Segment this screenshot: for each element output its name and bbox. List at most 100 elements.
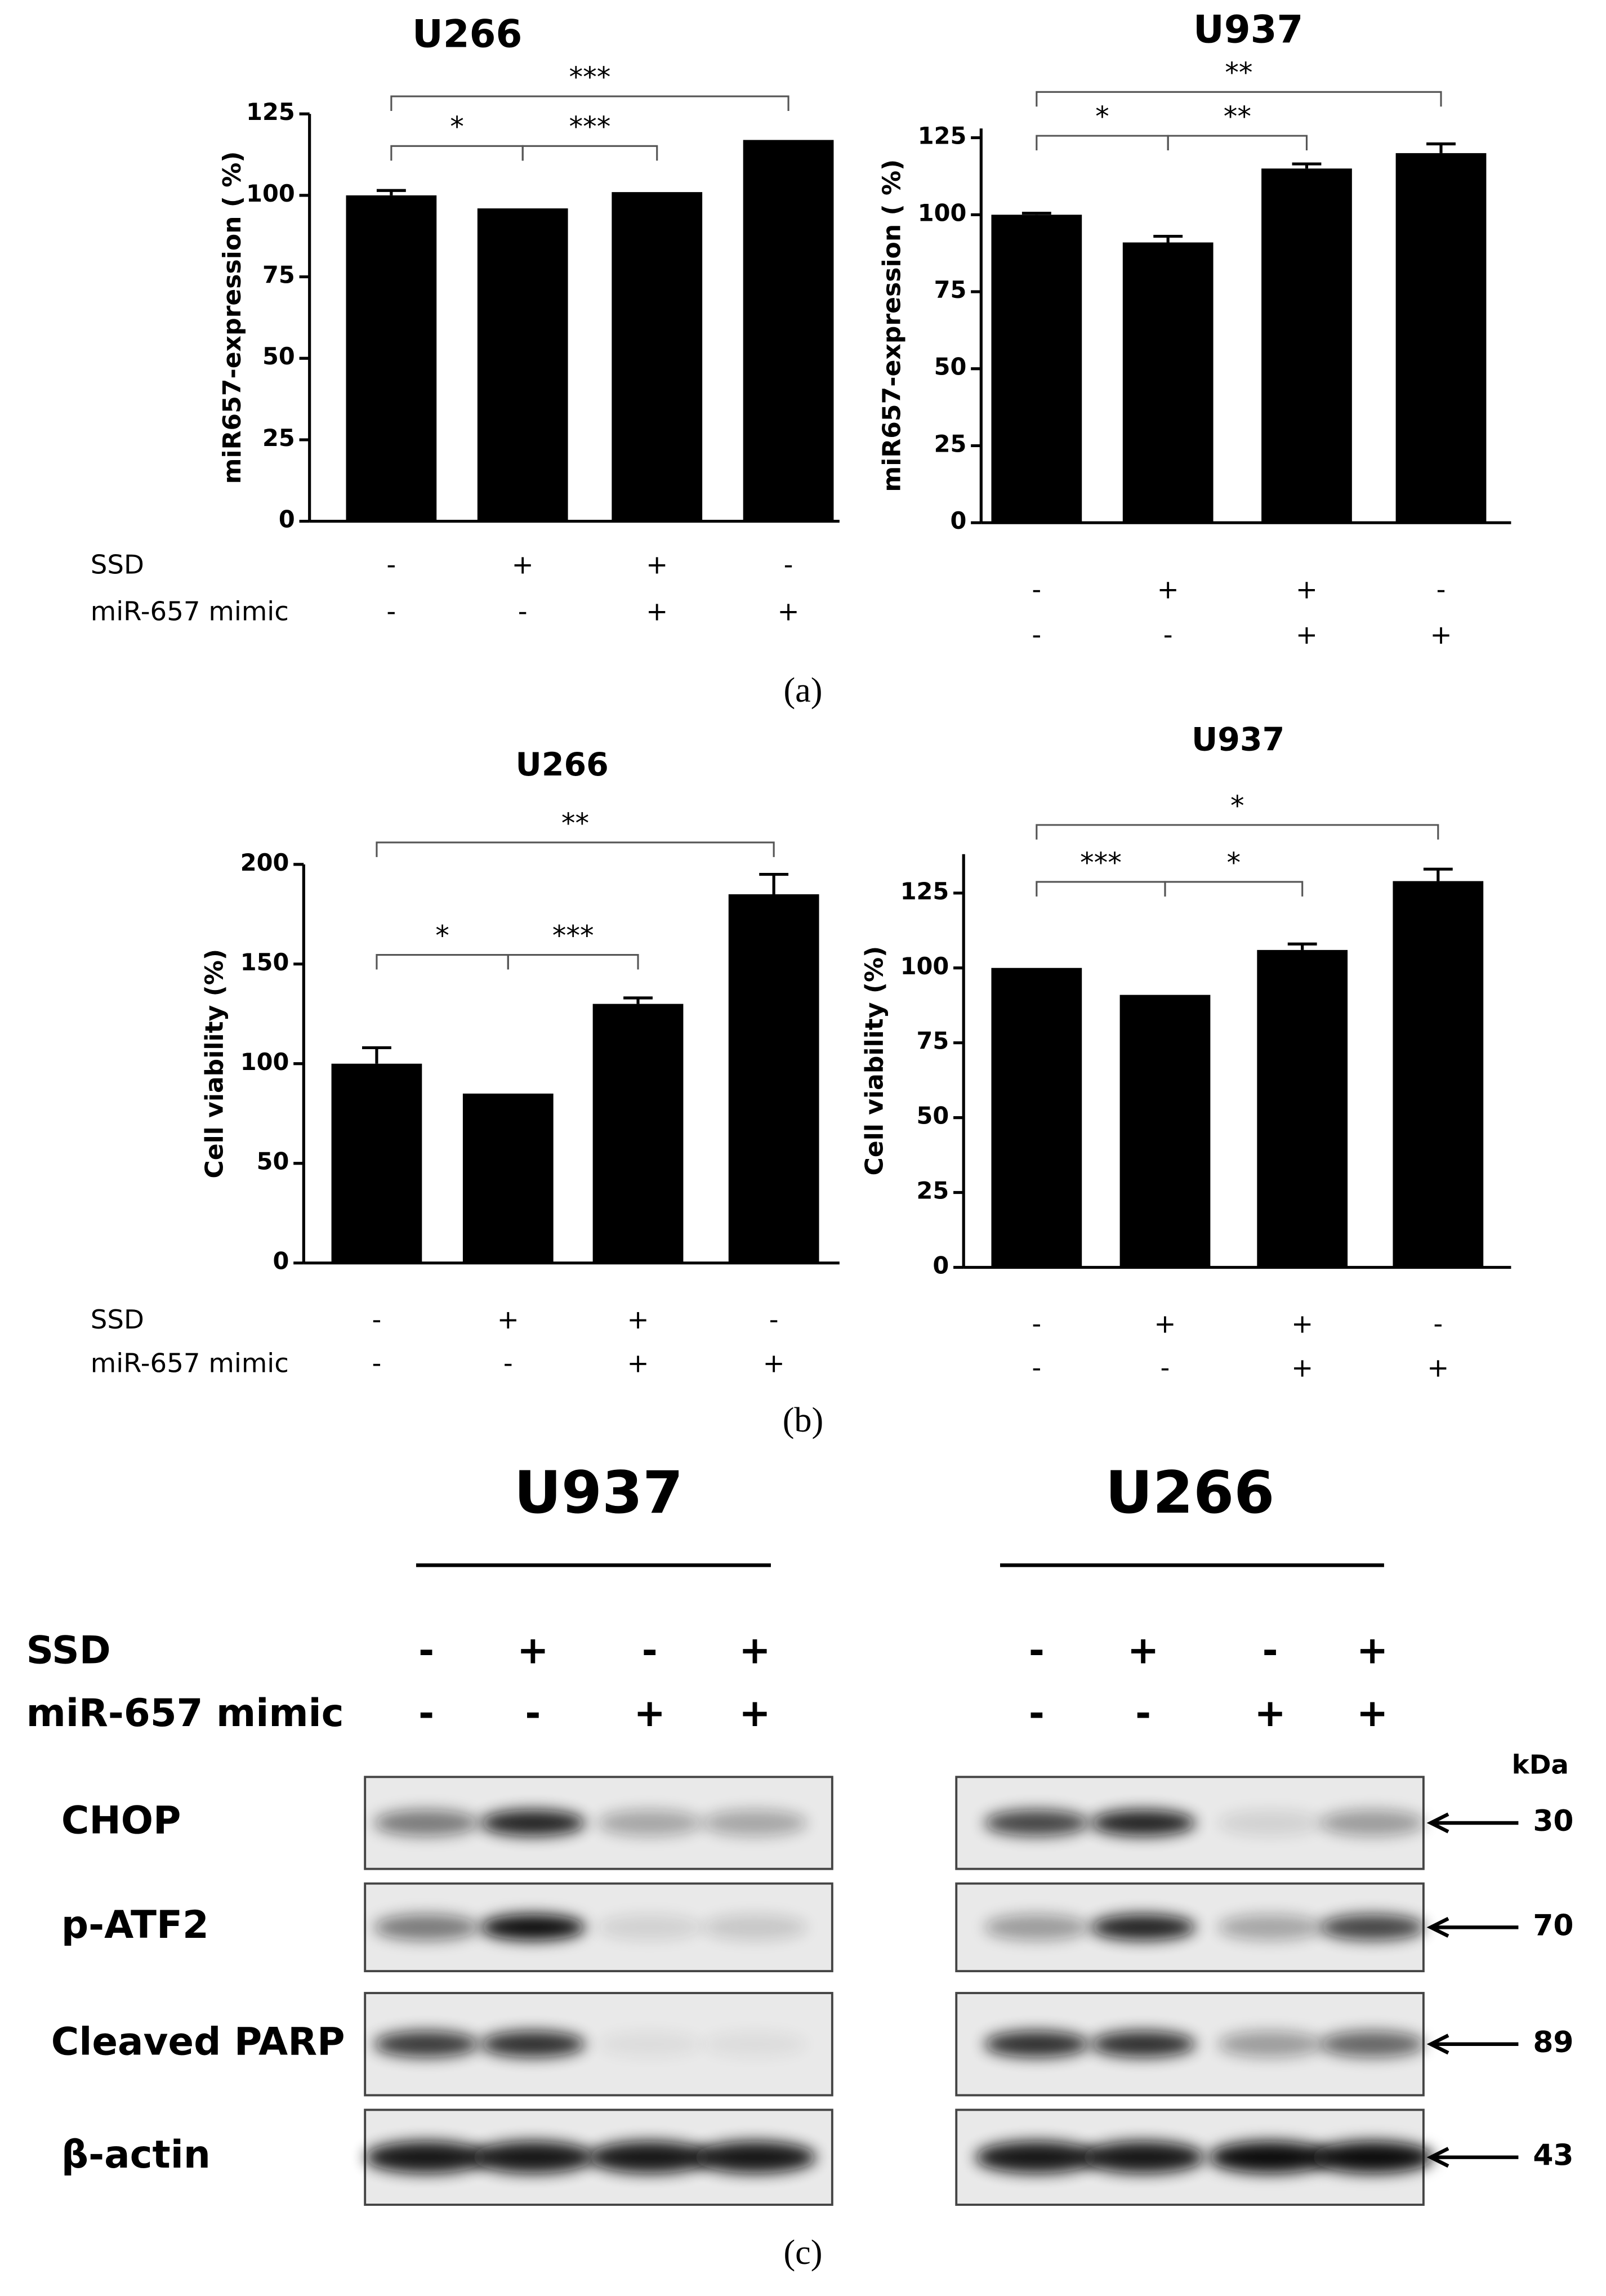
treatment-sign: - bbox=[1437, 575, 1446, 605]
treatment-sign: + bbox=[763, 1349, 785, 1379]
blot-band bbox=[480, 1809, 586, 1836]
y-tick-label: 100 bbox=[240, 1048, 289, 1076]
protein-label: CHOP bbox=[61, 1798, 181, 1843]
significance-label: ** bbox=[1225, 56, 1252, 89]
size-label: 30 bbox=[1533, 1804, 1573, 1838]
protein-label: p-ATF2 bbox=[61, 1902, 209, 1947]
y-tick-label: 50 bbox=[262, 342, 295, 370]
bar bbox=[592, 1004, 684, 1263]
blot-band bbox=[702, 1914, 808, 1941]
y-tick-label: 25 bbox=[934, 430, 967, 457]
panel-label: (b) bbox=[783, 1401, 824, 1439]
treatment-sign: - bbox=[503, 1349, 513, 1379]
bar bbox=[728, 894, 819, 1263]
blot-band bbox=[1217, 2031, 1323, 2058]
blot-band bbox=[693, 2141, 817, 2174]
y-axis-label: miR657-expression ( %) bbox=[878, 159, 907, 492]
treatment-sign: - bbox=[1032, 575, 1041, 605]
treatment-sign: + bbox=[497, 1305, 519, 1335]
treatment-sign: + bbox=[1291, 1353, 1313, 1383]
blot-band bbox=[597, 2031, 703, 2058]
significance-label: * bbox=[1227, 846, 1241, 879]
blot-band bbox=[1319, 1914, 1425, 1941]
blot-band bbox=[984, 2031, 1090, 2058]
bar bbox=[1393, 881, 1484, 1268]
treatment-sign: - bbox=[769, 1305, 779, 1335]
error-bar bbox=[1153, 234, 1183, 243]
bar bbox=[991, 968, 1082, 1268]
y-tick-label: 50 bbox=[257, 1148, 289, 1175]
treatment-sign: - bbox=[1161, 1353, 1170, 1383]
panel-label: (c) bbox=[783, 2233, 822, 2272]
treatment-sign: - bbox=[418, 1691, 434, 1735]
y-tick-label: 200 bbox=[240, 849, 289, 876]
treatment-sign: - bbox=[1029, 1691, 1045, 1735]
blot-band bbox=[373, 1914, 479, 1941]
treatment-label: miR-657 mimic bbox=[91, 596, 289, 627]
bar bbox=[991, 215, 1082, 523]
chart-title: U266 bbox=[412, 11, 522, 56]
bar bbox=[1122, 242, 1214, 523]
significance-bracket bbox=[507, 954, 639, 970]
treatment-sign: + bbox=[778, 596, 800, 627]
blot-band bbox=[597, 1914, 703, 1941]
bar bbox=[1261, 168, 1352, 523]
treatment-sign: + bbox=[1296, 620, 1318, 650]
bar bbox=[1119, 995, 1211, 1268]
significance-bracket bbox=[1036, 135, 1169, 151]
treatment-label: SSD bbox=[26, 1628, 111, 1672]
treatment-sign: + bbox=[1296, 575, 1318, 605]
blot-band bbox=[1208, 2141, 1332, 2174]
blot-band bbox=[480, 1914, 586, 1941]
blot-band bbox=[975, 2141, 1098, 2174]
treatment-sign: + bbox=[646, 550, 668, 580]
blot-band bbox=[471, 2141, 595, 2174]
significance-bracket bbox=[521, 145, 658, 161]
y-tick-label: 0 bbox=[951, 507, 967, 534]
significance-label: *** bbox=[569, 110, 611, 143]
arrow bbox=[1426, 2147, 1519, 2168]
blot-band bbox=[1319, 2031, 1425, 2058]
treatment-sign: + bbox=[634, 1691, 666, 1735]
significance-label: ** bbox=[1224, 100, 1251, 133]
blot-band bbox=[480, 2031, 586, 2058]
y-tick-label: 100 bbox=[900, 952, 949, 980]
treatment-sign: - bbox=[1032, 1353, 1041, 1383]
treatment-sign: + bbox=[739, 1628, 770, 1672]
treatment-sign: - bbox=[525, 1691, 541, 1735]
significance-bracket bbox=[1164, 881, 1304, 897]
treatment-label: miR-657 mimic bbox=[91, 1349, 289, 1379]
size-label: 89 bbox=[1533, 2026, 1573, 2059]
blot-band bbox=[984, 1914, 1090, 1941]
treatment-sign: + bbox=[1427, 1353, 1449, 1383]
treatment-sign: + bbox=[739, 1691, 770, 1735]
y-tick-label: 150 bbox=[240, 948, 289, 976]
blot-band bbox=[1090, 1809, 1196, 1836]
y-tick-label: 25 bbox=[262, 424, 295, 452]
significance-label: *** bbox=[569, 61, 611, 93]
significance-label: * bbox=[435, 919, 449, 952]
y-tick-label: 0 bbox=[273, 1247, 289, 1275]
y-axis-label: miR657-expression ( %) bbox=[218, 151, 247, 484]
bar bbox=[743, 140, 834, 521]
treatment-sign: - bbox=[372, 1349, 382, 1379]
treatment-sign: - bbox=[372, 1305, 382, 1335]
y-tick-label: 50 bbox=[934, 353, 967, 381]
blot-band bbox=[373, 1809, 479, 1836]
error-bar bbox=[376, 189, 406, 195]
treatment-sign: - bbox=[784, 550, 793, 580]
error-bar bbox=[1287, 942, 1317, 950]
treatment-sign: - bbox=[1163, 620, 1173, 650]
y-tick-label: 75 bbox=[934, 276, 967, 304]
treatment-label: SSD bbox=[91, 550, 144, 580]
bar bbox=[1395, 153, 1487, 523]
y-tick-label: 100 bbox=[246, 180, 295, 207]
y-tick-label: 125 bbox=[900, 877, 949, 905]
y-tick-label: 125 bbox=[918, 122, 967, 150]
significance-label: * bbox=[1095, 100, 1109, 133]
treatment-sign: + bbox=[517, 1628, 548, 1672]
y-tick-label: 25 bbox=[917, 1177, 949, 1205]
y-axis-label: Cell viability (%) bbox=[860, 946, 889, 1176]
blot-band bbox=[1090, 2031, 1196, 2058]
